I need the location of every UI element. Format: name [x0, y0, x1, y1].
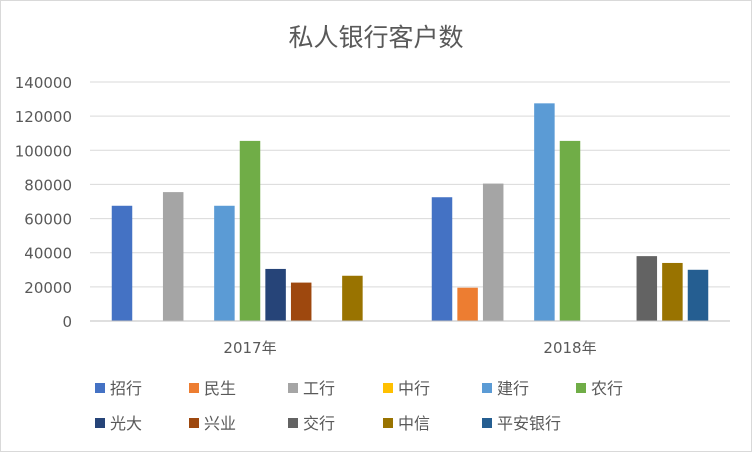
legend-swatch — [288, 418, 298, 428]
legend-label: 农行 — [591, 379, 623, 398]
y-tick-label: 120000 — [15, 108, 72, 126]
legend-swatch — [189, 418, 199, 428]
legend-label: 工行 — [303, 379, 335, 398]
legend-swatch — [482, 418, 492, 428]
legend-swatch — [288, 383, 298, 393]
legend-item: 中行 — [383, 379, 430, 398]
y-tick-label: 40000 — [24, 245, 72, 263]
bar-农行 — [559, 140, 581, 321]
legend-label: 兴业 — [204, 414, 236, 433]
x-axis: 2017年 2018年 — [90, 320, 730, 357]
legend-item: 平安银行 — [482, 414, 561, 433]
bar-招行 — [111, 205, 133, 321]
legend-item: 民生 — [189, 379, 236, 398]
bar-建行 — [214, 205, 235, 321]
legend-label: 平安银行 — [497, 414, 561, 433]
legend-label: 中行 — [398, 379, 430, 398]
legend-label: 民生 — [204, 379, 236, 398]
y-tick-label: 80000 — [24, 176, 72, 194]
legend-label: 中信 — [398, 414, 430, 433]
bar-工行 — [482, 183, 504, 321]
bar-交行 — [636, 256, 658, 321]
legend-item: 农行 — [576, 379, 623, 398]
legend-item: 建行 — [482, 379, 529, 398]
legend-label: 招行 — [110, 379, 142, 398]
legend-swatch — [95, 383, 105, 393]
bar-民生 — [457, 287, 478, 321]
x-tick-label: 2017年 — [223, 339, 276, 357]
legend-label: 光大 — [110, 414, 142, 433]
bars — [111, 103, 709, 321]
bar-工行 — [162, 192, 184, 321]
legend-item: 光大 — [95, 414, 142, 433]
legend-swatch — [383, 383, 393, 393]
legend-label: 建行 — [497, 379, 529, 398]
bar-兴业 — [290, 282, 312, 321]
bar-中信 — [342, 275, 363, 321]
bar-平安银行 — [687, 269, 709, 321]
bar-农行 — [239, 140, 261, 321]
y-axis: 0 20000 40000 60000 80000 100000 120000 140000 — [15, 74, 72, 331]
y-tick-label: 140000 — [15, 74, 72, 92]
legend-swatch — [576, 383, 586, 393]
y-tick-label: 100000 — [15, 142, 72, 160]
legend-item: 工行 — [288, 379, 335, 398]
y-tick-label: 20000 — [24, 279, 72, 297]
y-tick-label: 60000 — [24, 211, 72, 229]
chart-title: 私人银行客户数 — [288, 23, 463, 52]
legend-item: 中信 — [383, 414, 430, 433]
bar-招行 — [431, 197, 453, 321]
legend-item: 交行 — [288, 414, 335, 433]
legend-item: 招行 — [95, 379, 142, 398]
legend-item: 兴业 — [189, 414, 236, 433]
bar-中信 — [662, 262, 683, 321]
legend-swatch — [95, 418, 105, 428]
bar-建行 — [534, 103, 555, 321]
y-tick-label: 0 — [62, 313, 72, 331]
legend-swatch — [482, 383, 492, 393]
bar-光大 — [265, 268, 286, 321]
gridlines — [90, 81, 730, 288]
x-tick-label: 2018年 — [543, 339, 596, 357]
legend-swatch — [189, 383, 199, 393]
legend-swatch — [383, 418, 393, 428]
legend-label: 交行 — [303, 414, 335, 433]
